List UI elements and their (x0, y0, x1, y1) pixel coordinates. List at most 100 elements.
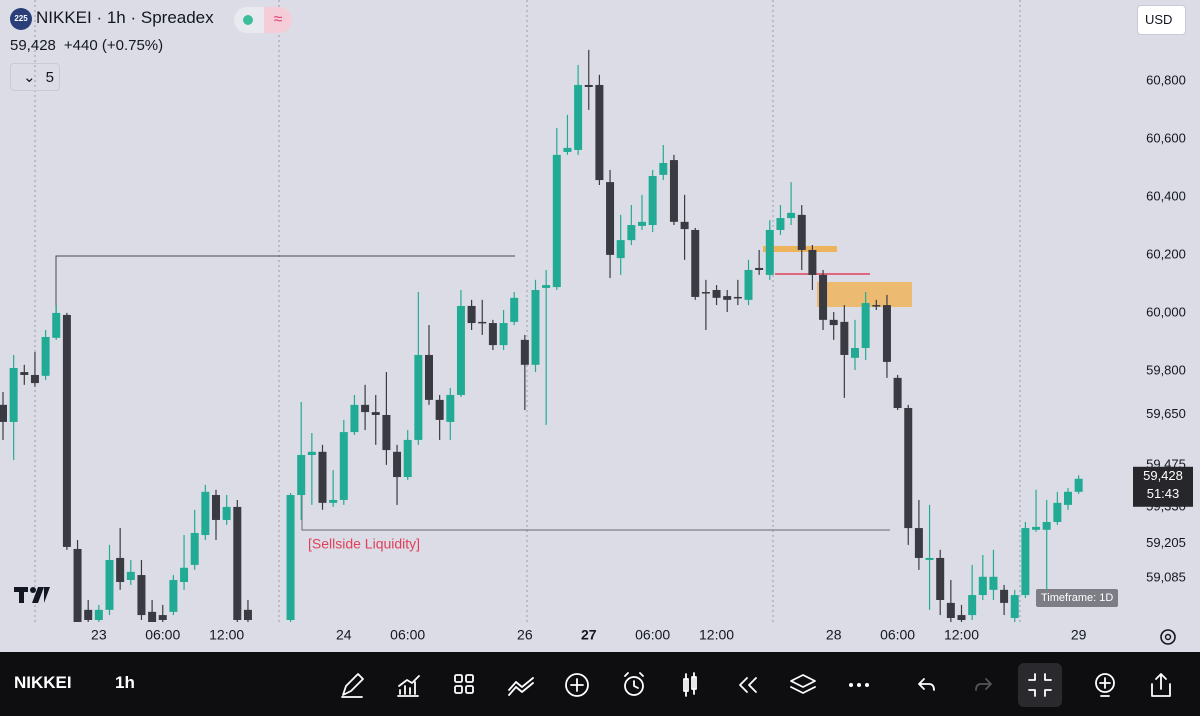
candle-body (957, 615, 966, 620)
candle-body (158, 615, 167, 620)
share-tool[interactable] (1151, 673, 1171, 697)
indicators-toggle[interactable]: ⌄ 5 (10, 63, 60, 91)
candle-body (137, 575, 146, 616)
icon[interactable] (624, 676, 644, 696)
candle-body (1010, 595, 1019, 618)
alert-tool[interactable] (624, 672, 644, 696)
y-tick-label: 60,200 (1146, 246, 1186, 261)
candle-body (201, 491, 210, 536)
icon[interactable] (1151, 673, 1171, 697)
candle-body (787, 212, 796, 219)
candle-body (84, 609, 93, 620)
y-tick-label: 59,650 (1146, 406, 1186, 421)
candle-body (339, 432, 348, 500)
candle-body (680, 221, 689, 230)
y-tick-label: 60,000 (1146, 304, 1186, 319)
candle-body (819, 274, 828, 320)
candle-body (0, 404, 7, 422)
buyside-line (55, 255, 515, 313)
icon[interactable] (397, 675, 420, 697)
layouts-tool[interactable] (454, 674, 474, 694)
candle-body (510, 297, 519, 322)
gear-hub[interactable] (1164, 633, 1172, 641)
icon[interactable] (465, 685, 474, 694)
candle-body (552, 154, 561, 288)
candle-body (1064, 491, 1072, 505)
order-block (817, 282, 912, 307)
x-tick-label: 12:00 (699, 627, 734, 643)
icon[interactable] (341, 673, 364, 698)
icon[interactable] (857, 683, 861, 687)
icon[interactable] (454, 674, 463, 683)
settings-icon[interactable] (1160, 629, 1176, 645)
toolbar-interval[interactable]: 1h (115, 673, 135, 692)
compare-tool[interactable] (508, 677, 534, 696)
icon[interactable] (565, 673, 589, 697)
icon[interactable] (1099, 677, 1111, 697)
icon[interactable] (570, 678, 584, 692)
candle-type-tool[interactable] (683, 672, 697, 697)
y-tick-label: 59,205 (1146, 535, 1186, 550)
toolbar-icons (341, 663, 1171, 707)
icon[interactable] (508, 677, 534, 696)
candle-body (20, 372, 29, 375)
candle-body (648, 176, 657, 226)
candle-body (946, 602, 955, 618)
fullscreen-tool[interactable] (1028, 673, 1052, 697)
candle-body (840, 321, 849, 355)
icon[interactable] (918, 678, 935, 691)
candle-body (531, 289, 540, 365)
candle-body (829, 319, 838, 326)
icon[interactable] (739, 677, 757, 693)
candle-body (808, 249, 817, 275)
status-pill[interactable]: ≈ (234, 7, 292, 33)
icon[interactable] (624, 672, 644, 689)
candle-body (1053, 502, 1062, 522)
candle-body (1032, 526, 1041, 530)
candle-body (914, 528, 923, 558)
candle-body (776, 218, 785, 230)
x-tick-label: 12:00 (944, 627, 979, 643)
replay-tool[interactable] (739, 677, 757, 693)
symbol-title[interactable]: NIKKEI · 1h · Spreadex (36, 8, 214, 27)
indicators-tool[interactable] (397, 675, 420, 697)
icon[interactable] (1028, 673, 1052, 697)
currency-select[interactable]: USD (1137, 5, 1186, 35)
x-tick-label: 28 (826, 627, 842, 643)
add-tool[interactable] (565, 673, 589, 697)
candle-body (116, 557, 125, 583)
candle-body (350, 404, 359, 433)
draw-tool[interactable] (341, 673, 364, 698)
annotation: [Sellside Liquidity] (308, 536, 420, 552)
icon[interactable] (1095, 673, 1115, 693)
icon[interactable] (865, 683, 869, 687)
fullscreen-bg[interactable] (1018, 663, 1062, 707)
objects-tool[interactable] (790, 674, 816, 694)
icon[interactable] (849, 683, 853, 687)
gear[interactable] (1160, 629, 1176, 645)
candle-body (361, 404, 370, 413)
candle-body (393, 451, 402, 478)
candle-body (627, 225, 636, 241)
candle-body (520, 339, 529, 365)
x-tick-label: 06:00 (635, 627, 670, 643)
icon[interactable] (790, 674, 816, 694)
bottom-toolbar: NIKKEI 1h (0, 652, 1200, 716)
ideas-tool[interactable] (1095, 673, 1115, 697)
candle-body (499, 323, 508, 346)
toolbar-symbol[interactable]: NIKKEI (14, 673, 72, 692)
candle-body (691, 229, 700, 297)
candle-body (638, 221, 646, 226)
candle-body (584, 84, 593, 87)
more-tool[interactable] (849, 683, 869, 687)
y-axis: 60,800 60,600 60,400 60,200 60,000 59,800 59,6… (1146, 72, 1186, 584)
candle-body (371, 412, 380, 415)
icon[interactable] (465, 674, 474, 683)
icon[interactable] (685, 672, 695, 697)
candle-body (744, 269, 753, 300)
icon[interactable] (454, 685, 463, 694)
candle-body (222, 506, 231, 520)
undo-tool[interactable] (918, 678, 935, 691)
candle-body (148, 611, 157, 622)
candle-body (9, 367, 18, 422)
